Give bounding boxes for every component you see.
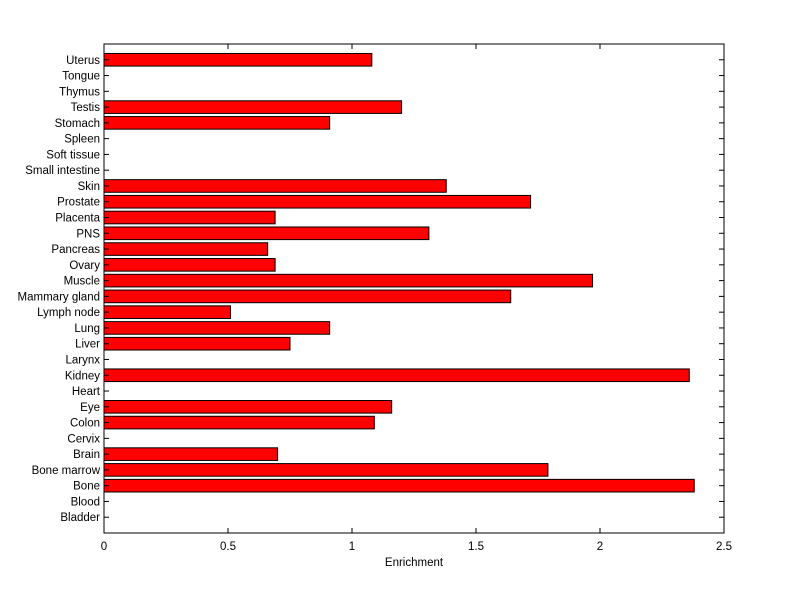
category-label-lymph-node: Lymph node xyxy=(37,307,100,319)
bar-pns xyxy=(103,226,430,241)
category-label-bone: Bone xyxy=(73,481,100,493)
x-tick-labels: 0 0.5 1 1.5 2 2.5 xyxy=(101,541,732,553)
bar-brain xyxy=(103,447,279,461)
x-tick-label: 1 xyxy=(349,541,355,553)
category-label-kidney: Kidney xyxy=(65,370,100,382)
category-label-muscle: Muscle xyxy=(64,276,100,288)
category-label-placenta: Placenta xyxy=(55,213,100,225)
bar-prostate xyxy=(103,194,532,209)
bar-bone-marrow xyxy=(103,463,549,477)
bar-bone xyxy=(103,478,695,493)
bar-ovary xyxy=(103,258,276,272)
category-label-prostate: Prostate xyxy=(57,197,100,209)
category-label-brain: Brain xyxy=(73,449,100,461)
category-label-heart: Heart xyxy=(72,386,101,398)
x-axis-label: Enrichment xyxy=(385,557,444,569)
category-label-pancreas: Pancreas xyxy=(51,244,100,256)
category-label-spleen: Spleen xyxy=(64,134,100,146)
x-tick-label: 2 xyxy=(597,541,603,553)
bar-liver xyxy=(103,336,291,351)
x-tick-label: 1.5 xyxy=(468,541,484,553)
category-label-colon: Colon xyxy=(70,418,100,430)
category-label-tongue: Tongue xyxy=(62,71,100,83)
bar-muscle xyxy=(103,273,594,288)
category-label-testis: Testis xyxy=(71,102,101,114)
category-label-bladder: Bladder xyxy=(60,512,100,524)
category-label-cervix: Cervix xyxy=(67,433,100,445)
category-labels: Bladder Blood Bone Bone marrow Brain Cervix Co… xyxy=(18,55,101,524)
category-label-blood: Blood xyxy=(71,496,100,508)
bar-skin xyxy=(103,179,447,193)
bar-mammary-gland xyxy=(103,289,512,304)
category-label-bone-marrow: Bone marrow xyxy=(32,465,101,477)
category-label-mammary-gland: Mammary gland xyxy=(18,291,100,303)
x-tick-label: 0 xyxy=(101,541,107,553)
category-label-lung: Lung xyxy=(74,323,100,335)
category-label-soft-tissue: Soft tissue xyxy=(46,149,100,161)
bar-colon xyxy=(103,415,375,430)
category-label-pns: PNS xyxy=(76,228,100,240)
category-label-skin: Skin xyxy=(78,181,100,193)
bar-kidney xyxy=(103,368,690,383)
category-label-larynx: Larynx xyxy=(65,354,100,366)
category-label-ovary: Ovary xyxy=(69,260,100,272)
bar-placenta xyxy=(103,210,276,225)
bar-uterus xyxy=(103,52,373,67)
bar-lung xyxy=(103,321,331,335)
x-tick-label: 2.5 xyxy=(716,541,732,553)
bars-group xyxy=(103,52,695,493)
category-label-liver: Liver xyxy=(75,339,100,351)
category-label-stomach: Stomach xyxy=(55,118,100,130)
bar-eye xyxy=(103,400,393,414)
bar-testis xyxy=(103,100,403,114)
bar-stomach xyxy=(103,116,331,130)
x-tick-label: 0.5 xyxy=(220,541,236,553)
category-label-eye: Eye xyxy=(80,402,100,414)
category-label-uterus: Uterus xyxy=(66,55,100,67)
bar-lymph-node xyxy=(103,305,231,319)
category-label-small-intestine: Small intestine xyxy=(25,165,100,177)
category-label-thymus: Thymus xyxy=(59,86,100,98)
bar-pancreas xyxy=(103,242,269,256)
axes-box xyxy=(103,43,725,534)
